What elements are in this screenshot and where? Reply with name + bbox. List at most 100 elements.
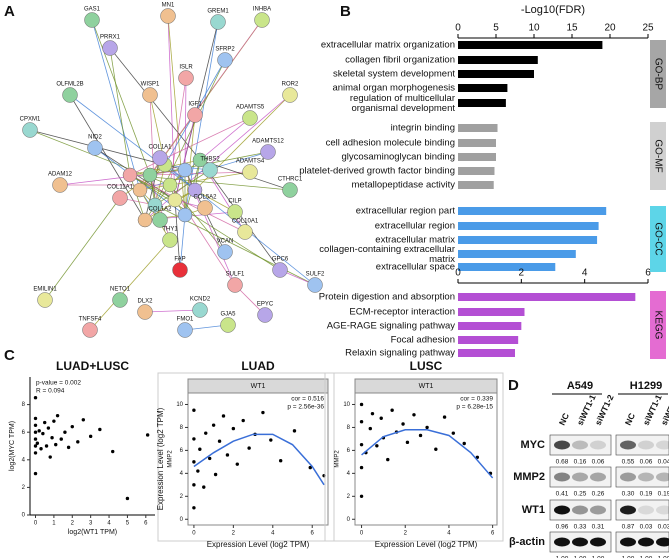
network-node: [197, 200, 213, 216]
scatter-point: [33, 396, 38, 400]
band-value: 0.26: [592, 491, 605, 498]
network-node: [257, 307, 273, 323]
node-label: GAS1: [84, 7, 101, 13]
scatter-point: [111, 449, 115, 454]
annotation: p-value = 0.002: [36, 380, 81, 387]
category-label: glycosaminoglycan binding: [341, 152, 455, 163]
band: [554, 472, 570, 482]
network-edge: [174, 199, 181, 271]
row-label: β-actin: [509, 536, 545, 548]
y-tick-label: 6: [347, 448, 351, 454]
scatter-point: [33, 444, 38, 448]
network-node: [254, 12, 270, 28]
category-label-line: organismal development: [351, 103, 455, 114]
band: [638, 440, 654, 450]
node-label: THY1: [162, 227, 178, 233]
annotation: cor = 0.516: [291, 396, 324, 403]
x-tick-label: 0: [360, 531, 364, 537]
band-value: 0.41: [556, 491, 569, 498]
network-node: [172, 262, 188, 278]
x-tick-label: 1: [52, 521, 56, 527]
scatter-point: [98, 427, 102, 432]
category-label: extracellular region: [375, 221, 455, 232]
scatter-point: [196, 469, 200, 473]
lane-label: siWT1-2: [659, 393, 669, 427]
band: [590, 472, 606, 482]
band-value: 0.96: [556, 524, 569, 531]
band: [620, 440, 636, 450]
x-tick-label: 4: [107, 521, 111, 527]
scatter-point: [211, 423, 216, 427]
band: [638, 505, 654, 515]
scatter-point: [63, 430, 67, 434]
scatter-point: [241, 418, 245, 423]
scatter-point: [192, 483, 196, 487]
group-box: [650, 40, 666, 108]
band-value: 0.03: [640, 524, 653, 531]
network-node: [187, 107, 203, 123]
band: [554, 505, 570, 515]
network-node: [102, 40, 118, 56]
y-tick-label: 0: [347, 517, 351, 523]
x-tick-label: 5: [126, 521, 130, 527]
y-axis-label: Expression Level (log2 TPM): [156, 407, 165, 510]
x-tick-label: 4: [271, 531, 275, 537]
category-label: Relaxin signaling pathway: [345, 348, 455, 359]
band-value: 1.00: [556, 556, 569, 558]
scatter-point: [88, 434, 93, 439]
group-box: [650, 291, 666, 359]
scatter-point: [308, 465, 312, 470]
band: [554, 537, 570, 547]
scatter-point: [46, 426, 51, 430]
scatter-point: [70, 424, 74, 429]
scatter-point: [412, 413, 416, 417]
network-node: [112, 190, 128, 206]
network-node: [282, 182, 298, 198]
node-label: OLFML2B: [56, 82, 83, 88]
category-label-line: collagen-containing extracellular: [319, 244, 455, 255]
scatter-point: [225, 453, 230, 457]
category-label: platelet-derived growth factor binding: [299, 166, 455, 177]
x-tick-label: 0: [455, 23, 461, 34]
category-label: ECM-receptor interaction: [349, 307, 455, 318]
band-value: 0.55: [622, 459, 635, 466]
network-node: [142, 167, 158, 183]
bar: [458, 222, 599, 230]
node-label: TNFSF4: [79, 317, 102, 323]
bar: [458, 70, 534, 78]
blot-frame: [549, 499, 612, 521]
band-value: 0.06: [592, 459, 605, 466]
annotation: p = 2.56e-36: [287, 404, 324, 411]
node-label: COL10A1: [232, 219, 259, 225]
scatter-point: [55, 413, 60, 418]
bar: [458, 308, 525, 316]
strip-label: WT1: [419, 383, 434, 390]
lane-label: NC: [623, 411, 637, 426]
scatter-point: [269, 438, 273, 442]
scatter-point: [231, 426, 236, 431]
category-label: integrin binding: [391, 123, 455, 134]
node-label: MN1: [162, 3, 175, 9]
node-label: ISLR: [179, 65, 193, 71]
scatter-point: [425, 425, 429, 430]
network-node: [37, 292, 53, 308]
scatter-point: [192, 460, 196, 464]
annotation: p = 6.28e-15: [456, 404, 493, 411]
bar: [458, 336, 519, 344]
scatter-point: [39, 447, 43, 451]
chart-title: LUAD: [241, 359, 275, 373]
scatter-point: [202, 485, 206, 489]
scatter-point: [33, 416, 38, 421]
scatter-point: [379, 416, 383, 420]
band: [656, 472, 669, 482]
network-node: [217, 52, 233, 68]
category-label: extracellular region part: [356, 206, 456, 217]
band: [572, 537, 588, 547]
network-edge: [91, 19, 151, 176]
chart-title: LUAD+LUSC: [56, 359, 129, 373]
node-label: ADAMTS12: [252, 139, 284, 145]
category-label: Protein digestion and absorption: [319, 292, 455, 303]
scatter-point: [59, 437, 63, 441]
network-node: [162, 232, 178, 248]
network-node: [187, 182, 203, 198]
